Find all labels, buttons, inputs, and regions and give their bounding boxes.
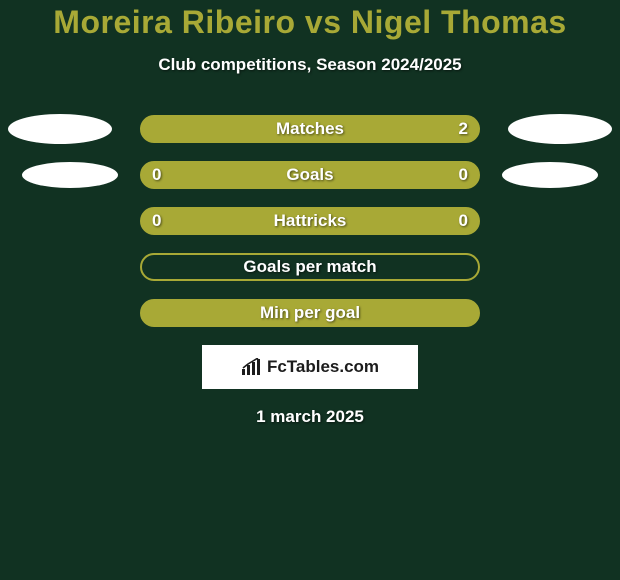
stat-label: Hattricks [274,211,347,231]
stat-row: Matches 2 [0,115,620,143]
season-subtitle: Club competitions, Season 2024/2025 [0,55,620,75]
stat-left-value: 0 [152,165,161,185]
page: Moreira Ribeiro vs Nigel Thomas Club com… [0,0,620,580]
left-ellipse [22,162,118,188]
stat-right-value: 0 [459,165,468,185]
stat-row: Min per goal [0,299,620,327]
stat-label: Goals per match [243,257,376,277]
stat-row: Goals per match [0,253,620,281]
logo-text: FcTables.com [267,357,379,377]
chart-icon [241,358,263,376]
date-label: 1 march 2025 [0,407,620,427]
stat-label: Min per goal [260,303,360,323]
left-ellipse [8,114,112,144]
stat-row: Goals 0 0 [0,161,620,189]
stat-bar: Goals per match [140,253,480,281]
page-title: Moreira Ribeiro vs Nigel Thomas [0,4,620,41]
stat-label: Matches [276,119,344,139]
logo-box: FcTables.com [202,345,418,389]
right-ellipse [502,162,598,188]
stat-label: Goals [286,165,333,185]
stat-bar: Min per goal [140,299,480,327]
stat-row: Hattricks 0 0 [0,207,620,235]
stat-bar: Goals 0 0 [140,161,480,189]
stat-left-value: 0 [152,211,161,231]
stat-right-value: 0 [459,211,468,231]
stat-bar: Hattricks 0 0 [140,207,480,235]
right-ellipse [508,114,612,144]
stat-rows: Matches 2 Goals 0 0 Hattricks 0 0 Goals per matc… [0,115,620,327]
stat-bar: Matches 2 [140,115,480,143]
stat-right-value: 2 [459,119,468,139]
